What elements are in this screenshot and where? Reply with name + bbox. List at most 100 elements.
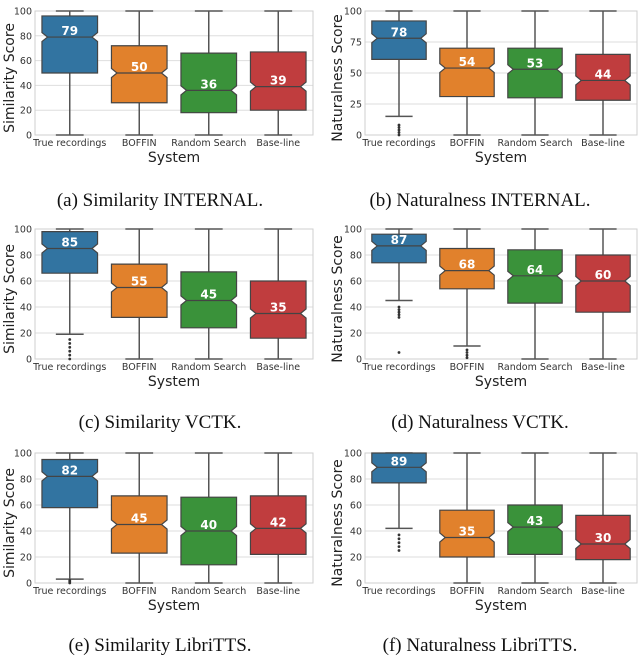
y-tick-label: 100 <box>344 7 362 18</box>
box <box>249 495 307 556</box>
y-tick-label: 20 <box>350 553 362 564</box>
median-label: 53 <box>527 56 544 70</box>
box-base-line: 35 <box>249 228 307 360</box>
outlier-point <box>397 126 401 129</box>
x-tick-label: BOFFIN <box>122 362 157 373</box>
panel-1: 0 20 40 60 80 100 79 True recordings 50 BOFFIN 36 R… <box>2 7 314 211</box>
plot-frame <box>34 452 314 584</box>
y-tick-label: 100 <box>14 7 32 18</box>
x-axis-title: System <box>148 374 200 390</box>
y-tick-label: 20 <box>20 553 32 564</box>
box <box>41 458 99 509</box>
box <box>180 52 238 114</box>
y-tick-label: 0 <box>356 355 362 366</box>
median-label: 42 <box>270 515 287 529</box>
x-tick-label: Random Search <box>498 138 573 149</box>
median-label: 44 <box>595 67 612 81</box>
median-label: 78 <box>391 25 408 39</box>
y-tick-label: 60 <box>350 501 362 512</box>
x-tick-label: True recordings <box>32 362 106 373</box>
x-tick-label: BOFFIN <box>122 586 157 597</box>
y-axis-title: Similarity Score <box>2 468 18 578</box>
outlier-point <box>465 356 469 360</box>
y-tick-label: 20 <box>20 106 32 117</box>
x-tick-label: Random Search <box>498 586 573 597</box>
x-tick-label: Random Search <box>171 362 246 373</box>
box <box>41 231 99 274</box>
outlier-point <box>397 128 401 132</box>
box-boffin: 35 <box>439 452 495 584</box>
box-boffin: 55 <box>110 228 168 360</box>
box-true-recordings: 78 <box>371 10 427 137</box>
outlier-point <box>397 310 401 314</box>
median-label: 89 <box>391 454 408 468</box>
box <box>507 249 563 304</box>
outlier-point <box>397 308 401 311</box>
panel-caption: (b) Naturalness INTERNAL. <box>369 190 590 211</box>
outlier-point <box>397 549 401 552</box>
box-boffin: 50 <box>110 10 168 136</box>
x-tick-label: True recordings <box>32 586 106 597</box>
box-random-search: 40 <box>180 452 238 584</box>
median-label: 54 <box>459 55 476 69</box>
box <box>575 254 631 313</box>
y-tick-label: 50 <box>350 69 362 80</box>
median-label: 68 <box>459 258 476 272</box>
plot-frame <box>34 10 314 136</box>
x-tick-label: Base-line <box>581 586 625 597</box>
median-label: 50 <box>131 60 148 74</box>
outlier-point <box>397 313 401 317</box>
panel-2: 0 25 50 75 100 78 True recordings 54 BOFFIN 53 Ran… <box>330 7 638 211</box>
outlier-point <box>68 338 72 341</box>
y-tick-label: 80 <box>350 475 362 486</box>
x-tick-label: Base-line <box>256 138 300 149</box>
panel-caption: (e) Similarity LibriTTS. <box>68 635 251 656</box>
y-tick-label: 40 <box>20 527 32 538</box>
box-random-search: 36 <box>180 10 238 136</box>
y-tick-label: 80 <box>20 31 32 42</box>
median-label: 35 <box>459 525 476 539</box>
median-label: 45 <box>200 288 217 302</box>
plot-frame <box>364 10 638 136</box>
y-axis-title: Similarity Score <box>2 23 18 133</box>
outlier-point <box>397 133 401 137</box>
box-true-recordings: 79 <box>41 10 99 136</box>
median-label: 64 <box>527 263 544 277</box>
x-axis-title: System <box>475 150 527 166</box>
y-tick-label: 0 <box>26 131 32 142</box>
box <box>575 53 631 101</box>
median-label: 79 <box>61 24 78 38</box>
y-tick-label: 80 <box>350 251 362 262</box>
median-label: 43 <box>527 514 544 528</box>
panel-4: 0 20 40 60 80 100 87 True recordings 68 BOFFIN 64 R… <box>330 225 638 433</box>
box-random-search: 45 <box>180 228 238 360</box>
outlier-point <box>68 342 72 345</box>
y-tick-label: 60 <box>350 277 362 288</box>
box-base-line: 39 <box>249 10 307 136</box>
outlier-point <box>397 316 401 319</box>
x-tick-label: Base-line <box>256 362 300 373</box>
y-tick-label: 100 <box>14 449 32 460</box>
outlier-point <box>397 537 401 541</box>
box <box>180 271 238 329</box>
outlier-point <box>465 351 469 354</box>
panel-caption: (a) Similarity INTERNAL. <box>57 190 263 211</box>
outlier-point <box>397 545 401 548</box>
x-tick-label: BOFFIN <box>450 362 485 373</box>
plot-frame <box>34 228 314 360</box>
y-tick-label: 100 <box>14 225 32 236</box>
box-true-recordings: 87 <box>371 228 427 354</box>
box <box>439 47 495 98</box>
y-axis-title: Naturalness Score <box>330 459 346 586</box>
outlier-point <box>68 353 72 357</box>
panel-caption: (f) Naturalness LibriTTS. <box>383 635 578 656</box>
outlier-point <box>465 348 469 352</box>
x-tick-label: Base-line <box>256 586 300 597</box>
y-tick-label: 0 <box>356 131 362 142</box>
outlier-point <box>397 305 401 309</box>
panel-5: 0 20 40 60 80 100 82 True recordings 45 BOFFIN 40 R… <box>2 449 314 656</box>
box <box>371 233 427 264</box>
box-boffin: 45 <box>110 452 168 584</box>
y-tick-label: 0 <box>26 355 32 366</box>
